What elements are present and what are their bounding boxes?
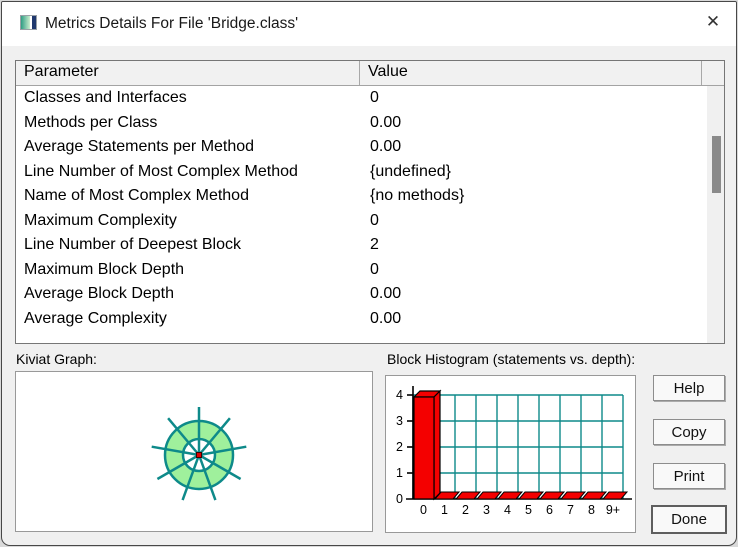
column-header-parameter[interactable]: Parameter xyxy=(16,61,360,85)
table-row[interactable]: Line Number of Deepest Block 2 xyxy=(16,233,707,258)
table-row[interactable]: Maximum Complexity 0 xyxy=(16,209,707,234)
title-bar: Metrics Details For File 'Bridge.class' … xyxy=(2,2,736,46)
row-value: 0.00 xyxy=(370,138,402,155)
svg-text:6: 6 xyxy=(546,503,553,517)
histogram-zero-bars xyxy=(412,491,629,500)
histogram-grid xyxy=(412,394,624,499)
row-value: {no methods} xyxy=(370,187,465,204)
svg-text:1: 1 xyxy=(441,503,448,517)
block-histogram-label: Block Histogram (statements vs. depth): xyxy=(387,351,636,367)
row-parameter: Line Number of Most Complex Method xyxy=(24,162,298,180)
svg-text:3: 3 xyxy=(483,503,490,517)
table-row[interactable]: Average Complexity 0.00 xyxy=(16,307,707,332)
table-row[interactable]: Methods per Class 0.00 xyxy=(16,111,707,136)
svg-text:8: 8 xyxy=(588,503,595,517)
row-parameter: Average Block Depth xyxy=(24,285,175,302)
row-value: 0 xyxy=(370,89,379,106)
window-title: Metrics Details For File 'Bridge.class' xyxy=(45,15,299,32)
svg-text:3: 3 xyxy=(396,414,403,428)
svg-text:9+: 9+ xyxy=(606,503,620,517)
row-parameter: Maximum Block Depth xyxy=(24,260,185,278)
row-value: {undefined} xyxy=(370,162,451,180)
print-button[interactable]: Print xyxy=(653,463,725,489)
svg-text:7: 7 xyxy=(567,503,574,517)
row-parameter: Methods per Class xyxy=(24,113,158,131)
block-histogram-panel: 0 1 2 3 4 0 1 2 3 4 5 6 7 8 9+ xyxy=(385,375,636,533)
column-header-value[interactable]: Value xyxy=(360,61,702,85)
row-parameter: Name of Most Complex Method xyxy=(24,187,249,204)
kiviat-graph-panel xyxy=(15,371,373,532)
help-button[interactable]: Help xyxy=(653,375,725,401)
svg-text:4: 4 xyxy=(504,503,511,517)
kiviat-center-marker xyxy=(196,452,202,458)
histogram-x-labels: 0 1 2 3 4 5 6 7 8 9+ xyxy=(420,503,620,517)
row-parameter: Classes and Interfaces xyxy=(24,89,187,106)
svg-text:4: 4 xyxy=(396,388,403,402)
row-value: 2 xyxy=(370,236,379,253)
app-icon-green-part xyxy=(21,16,30,29)
app-icon-blue-part xyxy=(32,16,36,29)
svg-text:2: 2 xyxy=(462,503,469,517)
row-parameter: Average Statements per Method xyxy=(24,138,255,155)
svg-text:5: 5 xyxy=(525,503,532,517)
table-row[interactable]: Classes and Interfaces 0 xyxy=(16,86,707,111)
table-body: Classes and Interfaces 0 Methods per Clas… xyxy=(16,86,707,343)
svg-text:2: 2 xyxy=(396,440,403,454)
column-header-stub xyxy=(702,61,724,85)
metrics-table: Parameter Value Classes and Interfaces 0 … xyxy=(15,60,725,344)
kiviat-graph-label: Kiviat Graph: xyxy=(16,351,97,367)
vertical-scrollbar[interactable] xyxy=(707,86,724,343)
app-icon xyxy=(20,15,37,30)
close-icon[interactable]: ✕ xyxy=(697,7,729,37)
svg-text:0: 0 xyxy=(420,503,427,517)
row-parameter: Average Complexity xyxy=(24,309,167,327)
copy-button[interactable]: Copy xyxy=(653,419,725,445)
scrollbar-thumb[interactable] xyxy=(712,136,721,193)
row-value: 0.00 xyxy=(370,285,402,302)
done-button[interactable]: Done xyxy=(651,505,727,534)
table-row[interactable]: Line Number of Most Complex Method {undef… xyxy=(16,160,707,185)
table-header: Parameter Value xyxy=(16,61,724,86)
row-value: 0 xyxy=(370,260,379,278)
table-row[interactable]: Average Statements per Method 0.00 xyxy=(16,135,707,160)
row-value: 0.00 xyxy=(370,309,402,327)
svg-text:1: 1 xyxy=(396,466,403,480)
svg-text:0: 0 xyxy=(396,492,403,506)
table-row[interactable]: Maximum Block Depth 0 xyxy=(16,258,707,283)
table-row[interactable]: Name of Most Complex Method {no methods} xyxy=(16,184,707,209)
kiviat-graph xyxy=(151,407,247,501)
histogram-bar-depth0 xyxy=(412,389,442,501)
row-parameter: Maximum Complexity xyxy=(24,211,177,229)
kiviat-spokes xyxy=(151,407,247,501)
app-icon-gap xyxy=(30,16,32,29)
row-value: 0.00 xyxy=(370,113,402,131)
row-parameter: Line Number of Deepest Block xyxy=(24,236,241,253)
row-value: 0 xyxy=(370,211,379,229)
table-row[interactable]: Average Block Depth 0.00 xyxy=(16,282,707,307)
block-histogram-chart: 0 1 2 3 4 0 1 2 3 4 5 6 7 8 9+ xyxy=(396,386,632,517)
histogram-y-labels: 0 1 2 3 4 xyxy=(396,388,403,506)
